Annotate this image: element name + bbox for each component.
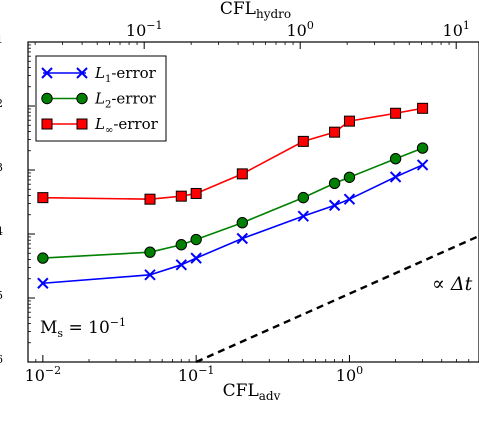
x-tick-label: 10−1 [178,364,215,385]
data-point [343,193,356,205]
data-point [37,277,49,289]
series-line [42,164,423,285]
y-tick-label: −2 [0,97,3,110]
data-point [416,142,429,154]
legend-marker [76,67,88,79]
series-line [42,107,423,200]
axes: 10−2 10−1 100 10−1 100 101 −6 −5 −4 −3 −2 −1 [0,19,479,385]
y-tick-label: −4 [0,225,3,238]
data-point [297,135,309,147]
data-point [190,252,202,264]
data-point [144,269,156,281]
data-point-stroke-b [389,171,402,183]
data-point [236,232,249,245]
data-point-stroke-b [328,199,341,212]
legend-marker-stroke-b [41,67,53,79]
data-point [175,190,187,202]
x-tick-label: 10−2 [25,364,62,385]
series-group [37,102,429,289]
labels: CFLadv CFLhydro Ms = 10−1 [40,0,291,403]
y-tick-label: −6 [0,353,3,366]
series-2 [37,142,429,264]
legend: L1-error L2-error L∞-error [35,55,167,142]
reference-line [195,234,479,364]
data-point-stroke-b [37,277,49,289]
legend-marker [41,92,53,105]
annotation-text: Ms = 10−1 [40,316,126,340]
data-point [328,177,341,189]
data-point [175,239,187,251]
data-point [144,193,156,205]
data-point-stroke-b [236,232,249,245]
data-point-stroke-b [144,269,156,281]
data-point [328,199,341,212]
legend-box [35,55,167,142]
reference-label: ∝ Δt [432,273,473,295]
data-point [37,252,49,264]
top-tick-label: 10−1 [126,19,163,40]
data-point [190,233,202,246]
y-tick-label: −3 [0,161,3,174]
data-point [297,191,310,204]
x-tick-label: 100 [336,364,363,385]
data-point [389,171,402,183]
legend-marker-stroke-b [76,67,88,79]
top-tick-label: 101 [443,19,470,40]
data-point [390,107,402,119]
legend-marker [41,67,53,79]
legend-marker [76,118,88,130]
data-point [416,159,429,171]
data-point [37,192,49,204]
legend-label: L1-error [94,64,157,85]
data-point [389,153,402,165]
data-point [343,171,356,183]
x-axis-label: CFLadv [223,381,281,403]
data-point [190,187,202,199]
data-point [236,168,248,180]
data-point-stroke-b [175,259,188,271]
top-axis-label: CFLhydro [220,0,291,21]
data-point [236,217,248,229]
data-point-stroke-b [343,193,356,205]
series-3 [37,102,429,205]
legend-label: L2-error [94,90,157,111]
series-1 [37,159,429,289]
series-line [42,147,423,259]
data-point [144,246,156,258]
data-point-stroke-b [297,210,310,222]
data-point [175,259,188,271]
data-point [297,210,310,222]
y-tick-label: −1 [0,33,3,46]
legend-marker [76,92,88,105]
y-tick-label: −5 [0,289,3,302]
data-point [329,126,341,138]
data-point [417,102,429,114]
data-point-stroke-b [190,252,202,264]
legend-label: L∞-error [94,115,159,136]
data-point-stroke-b [416,159,429,171]
legend-marker [41,118,53,130]
data-point [343,115,355,127]
top-tick-label: 100 [287,19,314,40]
reference-line-group: ∝ Δt [195,234,479,364]
